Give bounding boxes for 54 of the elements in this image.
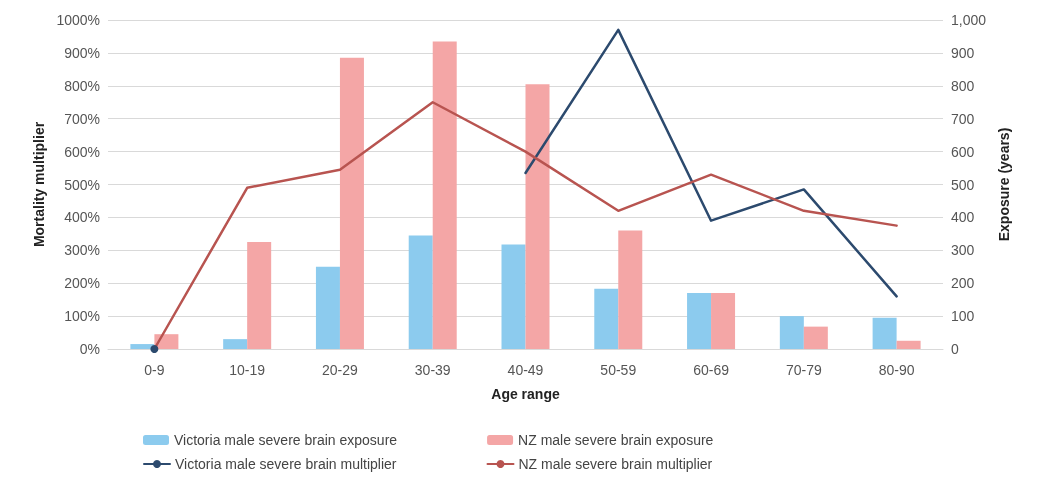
bar <box>687 293 712 349</box>
y-tick-label: 100% <box>64 308 100 325</box>
y-tick-label: 200% <box>64 275 100 292</box>
y2-tick-label: 200 <box>951 275 975 292</box>
legend-label: NZ male severe brain multiplier <box>518 456 713 472</box>
bar <box>525 84 550 349</box>
y2-tick-label: 400 <box>951 209 975 226</box>
bar <box>247 242 272 349</box>
x-tick-label: 0-9 <box>144 362 165 378</box>
bar <box>872 317 897 349</box>
y-tick-label: 400% <box>64 209 100 226</box>
y2-tick-label: 500 <box>951 176 975 193</box>
bar <box>501 244 526 349</box>
y2-tick-label: 800 <box>951 77 975 94</box>
bar <box>408 235 433 349</box>
y2-tick-label: 300 <box>951 242 975 259</box>
y-tick-label: 0% <box>79 341 100 357</box>
x-axis-title: Age range <box>491 386 560 402</box>
y2-tick-label: 1,000 <box>951 12 987 28</box>
legend-label: Victoria male severe brain multiplier <box>175 456 397 472</box>
x-tick-label: 30-39 <box>414 362 451 378</box>
bar <box>223 339 248 349</box>
bar <box>315 266 340 349</box>
bar <box>803 326 828 349</box>
legend-label: Victoria male severe brain exposure <box>174 432 398 448</box>
x-tick-label: 50-59 <box>600 362 637 378</box>
x-tick-label: 20-29 <box>322 362 359 378</box>
x-tick-label: 40-49 <box>507 362 544 378</box>
y-axis-title: Mortality multiplier <box>30 121 47 248</box>
y-tick-label: 800% <box>64 77 100 94</box>
bar <box>711 293 736 349</box>
bar <box>896 340 921 349</box>
bar <box>594 288 619 349</box>
y2-tick-label: 100 <box>951 308 975 325</box>
x-tick-label: 60-69 <box>693 362 730 378</box>
y-tick-label: 900% <box>64 44 100 61</box>
bar <box>618 230 643 349</box>
y-tick-label: 1000% <box>56 12 100 28</box>
x-tick-label: 70-79 <box>785 362 822 378</box>
x-tick-label: 10-19 <box>229 362 266 378</box>
y2-tick-label: 600 <box>951 143 975 160</box>
y-tick-label: 500% <box>64 176 100 193</box>
y2-tick-label: 900 <box>951 44 975 61</box>
y2-tick-label: 0 <box>951 341 959 357</box>
y2-tick-label: 700 <box>951 110 975 127</box>
legend-label: NZ male severe brain exposure <box>518 432 714 448</box>
y2-axis-title: Exposure (years) <box>995 127 1012 242</box>
y-tick-label: 700% <box>64 110 100 127</box>
bar <box>432 41 457 349</box>
x-tick-label: 80-90 <box>878 362 915 378</box>
y-tick-label: 600% <box>64 143 100 160</box>
y-tick-label: 300% <box>64 242 100 259</box>
bar <box>779 316 804 349</box>
bar <box>339 57 364 349</box>
